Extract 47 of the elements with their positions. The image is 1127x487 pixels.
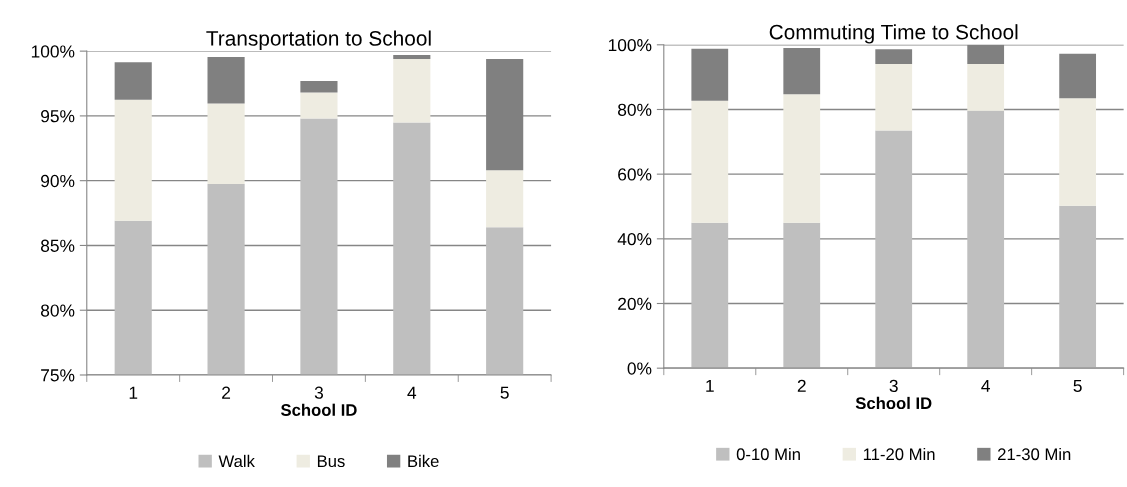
legend-label: 21-30 Min [998, 447, 1071, 461]
bar [783, 94, 821, 223]
bar [691, 100, 729, 223]
x-tick-label: 3 [889, 379, 898, 393]
legend-label: Bike [408, 454, 439, 468]
bar [691, 48, 729, 101]
bar [967, 63, 1005, 111]
x-tick-label: 2 [222, 386, 231, 399]
chart-title: Transportation to School [206, 30, 431, 50]
y-tick-label: 100% [608, 38, 652, 52]
legend-label: 11-20 Min [863, 447, 935, 461]
legend-label: Walk [218, 454, 255, 468]
x-tick-label: 1 [706, 379, 714, 392]
x-tick-label: 5 [1073, 379, 1082, 393]
y-tick-label: 95% [41, 110, 75, 123]
x-tick-label: 2 [797, 379, 806, 392]
y-tick-label: 60% [618, 168, 652, 181]
x-tick-label: 4 [407, 386, 417, 399]
bar [1059, 53, 1097, 99]
bar [875, 63, 913, 131]
bar [691, 222, 729, 369]
bar [967, 110, 1005, 369]
bar [783, 48, 821, 95]
x-tick-label: 1 [129, 386, 138, 399]
y-tick-label: 100% [31, 45, 75, 58]
x-tick-label: 3 [314, 386, 324, 399]
y-tick-label: 20% [618, 297, 652, 310]
bar [875, 130, 913, 369]
y-tick-label: 40% [617, 232, 652, 246]
y-tick-label: 85% [40, 239, 75, 252]
chart-title: Commuting Time to School [769, 24, 1018, 44]
bar [783, 222, 821, 369]
y-tick-label: 80% [618, 103, 652, 116]
legend-label: Bus [317, 455, 345, 468]
x-axis-title: School ID [855, 396, 932, 410]
legend-label: 0-10 Min [736, 447, 800, 461]
bar [967, 44, 1005, 64]
bar [875, 49, 913, 64]
bar [1059, 98, 1097, 206]
x-tick-label: 4 [981, 379, 990, 392]
y-tick-label: 75% [41, 369, 75, 382]
x-tick-label: 5 [500, 386, 509, 399]
y-tick-label: 80% [40, 304, 75, 317]
x-axis-title: School ID [280, 403, 357, 416]
bar [1059, 205, 1097, 369]
y-tick-label: 90% [41, 174, 75, 188]
y-tick-label: 0% [627, 362, 652, 375]
